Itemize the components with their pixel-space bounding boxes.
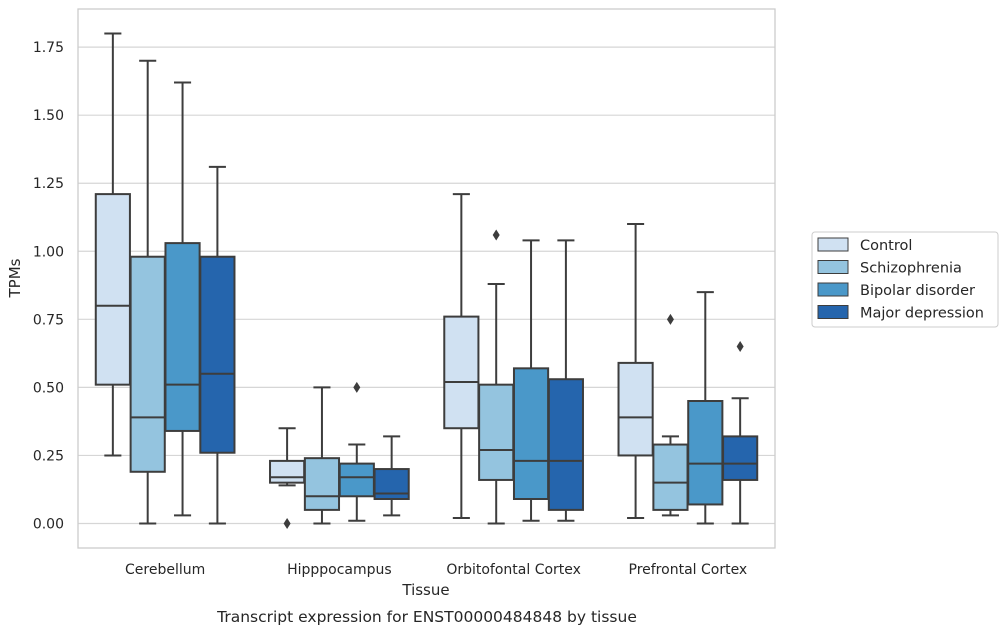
box-iqr bbox=[547, 378, 584, 511]
box-iqr bbox=[129, 255, 166, 473]
box-iqr bbox=[687, 400, 724, 506]
box-control bbox=[443, 193, 480, 520]
box-major-depression bbox=[547, 239, 584, 522]
legend-frame bbox=[811, 231, 999, 328]
x-tick-label: Orbitofontal Cortex bbox=[446, 562, 581, 578]
y-tick-labels: 0.00 0.25 0.50 0.75 1.00 1.25 1.50 1.75 bbox=[33, 40, 64, 532]
box-iqr bbox=[478, 383, 515, 481]
box-series bbox=[94, 32, 759, 529]
box-iqr bbox=[443, 315, 480, 430]
box-iqr bbox=[269, 459, 306, 484]
legend-label: Control bbox=[860, 238, 912, 254]
y-tick-label: 0.00 bbox=[33, 517, 64, 533]
box-iqr bbox=[722, 435, 759, 481]
box-major-depression bbox=[722, 341, 759, 525]
box-iqr bbox=[652, 443, 689, 511]
outlier-point bbox=[736, 341, 744, 353]
legend: Control Schizophrenia Bipolar disorder Majo… bbox=[811, 231, 999, 328]
box-control bbox=[617, 223, 654, 520]
box-iqr bbox=[94, 193, 131, 386]
y-tick-label: 1.50 bbox=[33, 108, 64, 124]
y-tick-label: 1.00 bbox=[33, 244, 64, 260]
box-schizophrenia bbox=[303, 386, 341, 525]
box-major-depression bbox=[373, 435, 410, 517]
x-tick-label: Hipppocampus bbox=[287, 562, 392, 578]
y-tick-label: 0.25 bbox=[33, 448, 64, 464]
legend-swatch bbox=[817, 260, 849, 274]
box-major-depression bbox=[199, 165, 236, 525]
box-iqr bbox=[303, 457, 341, 511]
box-control bbox=[94, 32, 131, 457]
box-iqr bbox=[338, 462, 375, 498]
legend-label: Bipolar disorder bbox=[860, 283, 975, 299]
x-axis-title: Tissue bbox=[401, 581, 449, 599]
box-schizophrenia bbox=[129, 59, 166, 525]
y-tick-label: 0.75 bbox=[33, 312, 64, 328]
x-tick-labels: Cerebellum Hipppocampus Orbitofontal Corte… bbox=[125, 562, 747, 578]
y-tick-label: 0.50 bbox=[33, 380, 64, 396]
legend-label: Schizophrenia bbox=[860, 261, 962, 277]
legend-label: Major depression bbox=[860, 306, 984, 322]
x-tick-label: Cerebellum bbox=[125, 562, 205, 578]
box-iqr bbox=[512, 367, 550, 501]
box-iqr bbox=[617, 361, 654, 457]
box-bipolar-disorder bbox=[512, 239, 550, 522]
box-bipolar-disorder bbox=[164, 81, 201, 517]
box-control bbox=[269, 427, 306, 529]
legend-swatch bbox=[817, 282, 849, 297]
legend-swatch bbox=[817, 237, 849, 252]
y-tick-label: 1.25 bbox=[33, 176, 64, 192]
y-tick-label: 1.75 bbox=[33, 40, 64, 56]
box-iqr bbox=[199, 255, 236, 454]
outlier-point bbox=[666, 313, 674, 325]
figure-caption: Transcript expression for ENST0000048484… bbox=[216, 608, 637, 626]
outlier-point bbox=[353, 381, 361, 393]
box-iqr bbox=[164, 242, 201, 432]
x-tick-label: Prefrontal Cortex bbox=[629, 562, 748, 578]
y-axis-title: TPMs bbox=[6, 258, 24, 298]
legend-swatch bbox=[817, 305, 849, 319]
plot-frame bbox=[77, 8, 776, 549]
outlier-point bbox=[492, 229, 500, 241]
box-bipolar-disorder bbox=[338, 381, 375, 522]
box-bipolar-disorder bbox=[687, 291, 724, 525]
outlier-point bbox=[283, 518, 291, 529]
